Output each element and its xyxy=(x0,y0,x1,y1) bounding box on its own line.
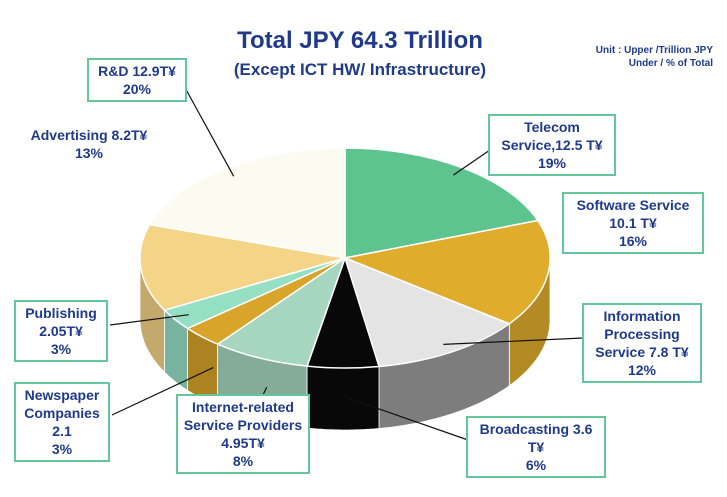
label-rnd-line2: 20% xyxy=(122,81,152,97)
leader-line-rnd xyxy=(182,83,235,177)
label-info-line4: 12% xyxy=(627,362,657,378)
label-internet-line3: 4.95T¥ xyxy=(221,435,265,451)
leader-line-telecom xyxy=(452,149,491,176)
label-info-line2: Processing xyxy=(604,326,680,342)
pie-slice-advertising xyxy=(139,223,346,312)
label-software-line1: Software Service xyxy=(576,197,690,213)
label-newspaper-line3: 2.1 xyxy=(52,423,72,439)
label-telecom-line1: Telecom xyxy=(524,119,580,135)
label-publishing: Publishing 2.05T¥ 3% xyxy=(14,300,108,362)
label-internet-line2: Service Providers xyxy=(183,417,303,433)
label-broadcast: Broadcasting 3.6 T¥ 6% xyxy=(466,416,606,478)
label-broadcast-line3: 6% xyxy=(525,457,547,473)
unit-note-line1: Unit : Upper /Trillion JPY xyxy=(595,45,713,56)
pie-side-broadcast xyxy=(306,365,380,431)
label-newspaper: Newspaper Companies 2.1 3% xyxy=(14,382,110,462)
pie-slice-internet xyxy=(216,256,347,367)
label-internet: Internet-related Service Providers 4.95T… xyxy=(176,394,310,474)
label-software-line2: 10.1 T¥ xyxy=(609,215,657,231)
label-broadcast-line2: T¥ xyxy=(527,439,545,455)
unit-note-line2: Under / % of Total xyxy=(628,58,713,69)
label-software-line3: 16% xyxy=(618,233,648,249)
label-info: Information Processing Service 7.8 T¥ 12… xyxy=(582,303,702,383)
leader-line-broadcast xyxy=(343,395,469,441)
label-rnd-line1: R&D 12.9T¥ xyxy=(98,63,176,79)
label-info-line3: Service 7.8 T¥ xyxy=(595,344,689,360)
label-publishing-line2: 2.05T¥ xyxy=(39,323,83,339)
unit-note: Unit : Upper /Trillion JPY Under / % of … xyxy=(596,44,713,70)
pie-top-layer xyxy=(139,147,551,369)
label-telecom: Telecom Service,12.5 T¥ 19% xyxy=(488,114,616,176)
label-newspaper-line4: 3% xyxy=(51,441,73,457)
label-advertising-line2: 13% xyxy=(74,145,104,161)
pie-slice-software xyxy=(342,219,551,325)
chart-subtitle: (Except ICT HW/ Infrastructure) xyxy=(233,60,487,79)
chart-title: Total JPY 64.3 Trillion xyxy=(237,27,483,54)
label-newspaper-line2: Companies xyxy=(24,405,100,421)
label-advertising-line1: Advertising 8.2T¥ xyxy=(30,127,148,143)
leader-line-publishing xyxy=(109,314,189,326)
label-internet-line1: Internet-related xyxy=(192,399,294,415)
pie-slice-info xyxy=(343,256,511,368)
label-internet-line4: 8% xyxy=(232,453,254,469)
leader-line-info xyxy=(443,337,584,345)
label-broadcast-line1: Broadcasting 3.6 xyxy=(479,421,593,437)
label-info-line1: Information xyxy=(603,308,681,324)
label-telecom-line3: 19% xyxy=(537,155,567,171)
label-publishing-line3: 3% xyxy=(50,341,72,357)
label-publishing-line1: Publishing xyxy=(25,305,97,321)
pie-slice-telecom xyxy=(344,147,540,259)
leader-lines xyxy=(109,83,584,441)
label-rnd: R&D 12.9T¥ 20% xyxy=(87,58,187,102)
leader-line-newspaper xyxy=(111,367,214,416)
label-telecom-line2: Service,12.5 T¥ xyxy=(501,137,603,153)
label-software: Software Service 10.1 T¥ 16% xyxy=(562,192,704,254)
label-advertising: Advertising 8.2T¥ 13% xyxy=(14,122,164,166)
label-newspaper-line1: Newspaper xyxy=(24,387,100,403)
pie-slice-rnd xyxy=(148,147,346,259)
